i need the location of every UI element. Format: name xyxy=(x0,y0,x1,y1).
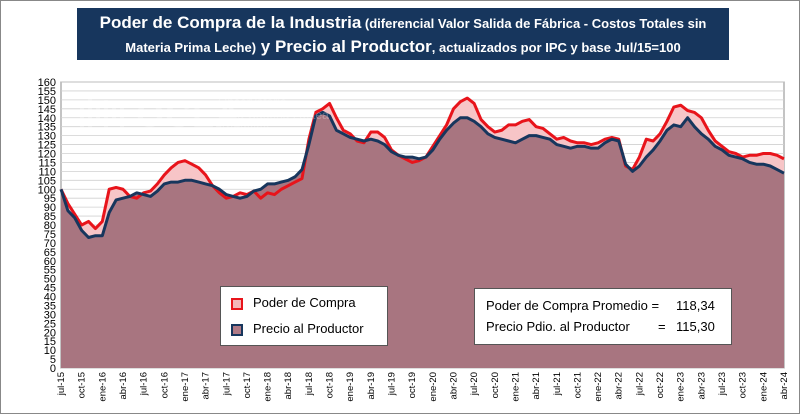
y-tick-label: 160 xyxy=(38,77,56,89)
y-tick-label: 100 xyxy=(38,184,56,196)
stat-eq-precio-productor: = xyxy=(658,319,666,334)
y-tick-label: 60 xyxy=(44,256,56,268)
x-tick-label: ene-20 xyxy=(428,372,439,402)
x-tick-label: abr-19 xyxy=(366,372,377,399)
x-tick-label: abr-22 xyxy=(614,372,625,399)
y-tick-label: 15 xyxy=(44,336,56,348)
y-tick-label: 135 xyxy=(38,122,56,134)
stat-value-precio-productor: 115,30 xyxy=(676,319,715,334)
x-tick-label: oct-15 xyxy=(77,372,88,398)
x-tick-label: ene-23 xyxy=(676,372,687,402)
legend-marker-navy xyxy=(231,324,243,336)
legend-label-precio-productor: Precio al Productor xyxy=(253,321,364,336)
x-tick-label: abr-23 xyxy=(696,372,707,399)
x-tick-label: abr-21 xyxy=(531,372,542,399)
x-tick-label: jul-21 xyxy=(552,372,563,396)
y-tick-label: 150 xyxy=(38,95,56,107)
y-tick-label: 125 xyxy=(38,140,56,152)
y-tick-label: 55 xyxy=(44,265,56,277)
x-tick-label: oct-19 xyxy=(407,372,418,398)
title-part-1: Poder de Compra de la Industria xyxy=(99,13,362,32)
x-tick-label: jul-16 xyxy=(139,372,150,396)
logo-line-3: Argentina xyxy=(218,121,270,135)
logo-bars-icon xyxy=(80,98,124,132)
y-tick-label: 120 xyxy=(38,149,56,161)
y-tick-label: 0 xyxy=(50,363,56,375)
x-tick-label: ene-21 xyxy=(510,372,521,402)
x-tick-label: oct-20 xyxy=(490,372,501,398)
x-tick-label: abr-20 xyxy=(448,372,459,399)
y-tick-label: 45 xyxy=(44,283,56,295)
x-tick-label: jul-18 xyxy=(304,372,315,396)
x-tick-label: ene-17 xyxy=(180,372,191,402)
y-tick-label: 75 xyxy=(44,229,56,241)
line-precio-productor xyxy=(59,110,785,240)
x-tick-label: jul-20 xyxy=(469,372,480,396)
chart-title: Poder de Compra de la Industria (diferen… xyxy=(77,8,729,60)
stat-label-precio-productor: Precio Pdio. al Productor xyxy=(486,319,630,334)
y-tick-label: 25 xyxy=(44,318,56,330)
x-tick-label: ene-16 xyxy=(97,372,108,402)
ocla-logo: OCLA Observatorio de la Cadena Láctea Ar… xyxy=(78,94,348,144)
stat-label-poder-compra: Poder de Compra Promedio = xyxy=(486,298,660,313)
x-tick-label: abr-16 xyxy=(118,372,129,399)
stat-row-poder-compra: Poder de Compra Promedio = 118,34 xyxy=(486,298,715,313)
stats-box: Poder de Compra Promedio = 118,34 Precio… xyxy=(474,288,732,345)
x-tick-label: ene-19 xyxy=(345,372,356,402)
y-tick-label: 5 xyxy=(50,354,56,366)
x-tick-label: oct-16 xyxy=(159,372,170,398)
y-tick-label: 95 xyxy=(44,193,56,205)
title-part-2: (diferencial Valor Salida de Fábrica - C… xyxy=(361,16,707,31)
y-tick-label: 105 xyxy=(38,175,56,187)
x-tick-label: oct-21 xyxy=(572,372,583,398)
x-axis-ticks: jul-15 oct-15 ene-16 abr-16 jul-16 oct-16 ene-… xyxy=(56,372,800,402)
x-tick-label: ene-18 xyxy=(263,372,274,402)
x-tick-label: jul-22 xyxy=(634,372,645,396)
y-tick-label: 80 xyxy=(44,220,56,232)
title-part-5: , actualizados por IPC y base Jul/15=100 xyxy=(431,40,681,55)
x-tick-label: oct-18 xyxy=(325,372,336,398)
x-tick-label: jul-19 xyxy=(387,372,398,396)
logo-line-2: de la Cadena Láctea xyxy=(218,108,329,122)
x-tick-label: jul-15 xyxy=(56,372,67,396)
y-tick-label: 110 xyxy=(38,166,56,178)
x-tick-label: oct-23 xyxy=(738,372,749,398)
legend: Poder de Compra Precio al Productor xyxy=(220,286,388,346)
stat-value-poder-compra: 118,34 xyxy=(676,298,715,313)
logo-text: OCLA xyxy=(136,94,242,135)
legend-label-poder-de-compra: Poder de Compra xyxy=(253,295,356,310)
y-tick-label: 30 xyxy=(44,309,56,321)
y-tick-label: 40 xyxy=(44,292,56,304)
x-tick-label: abr-18 xyxy=(283,372,294,399)
y-tick-label: 155 xyxy=(38,86,56,98)
y-tick-label: 130 xyxy=(38,131,56,143)
x-tick-label: abr-17 xyxy=(201,372,212,399)
y-tick-label: 35 xyxy=(44,300,56,312)
x-tick-label: ene-24 xyxy=(758,372,769,402)
title-part-4: y Precio al Productor xyxy=(256,37,432,56)
y-tick-label: 145 xyxy=(38,104,56,116)
y-tick-label: 10 xyxy=(44,345,56,357)
y-tick-label: 65 xyxy=(44,247,56,259)
y-tick-label: 20 xyxy=(44,327,56,339)
y-tick-label: 90 xyxy=(44,202,56,214)
x-tick-label: jul-23 xyxy=(717,372,728,396)
y-tick-label: 50 xyxy=(44,274,56,286)
y-tick-label: 85 xyxy=(44,211,56,223)
y-tick-label: 70 xyxy=(44,238,56,250)
legend-marker-red xyxy=(231,298,243,310)
title-part-3: Materia Prima Leche) xyxy=(125,40,257,55)
y-tick-label: 140 xyxy=(38,113,56,125)
x-tick-label: ene-22 xyxy=(593,372,604,402)
x-tick-label: abr-24 xyxy=(779,372,790,399)
x-tick-label: jul-17 xyxy=(221,372,232,396)
y-axis-ticks: 0510152025303540455055606570758085909510… xyxy=(38,77,56,375)
stat-row-precio-productor: Precio Pdio. al Productor = 115,30 xyxy=(486,319,715,334)
x-tick-label: oct-22 xyxy=(655,372,666,398)
y-tick-label: 115 xyxy=(38,157,56,169)
x-tick-label: oct-17 xyxy=(242,372,253,398)
logo-line-1: Observatorio xyxy=(218,95,287,109)
